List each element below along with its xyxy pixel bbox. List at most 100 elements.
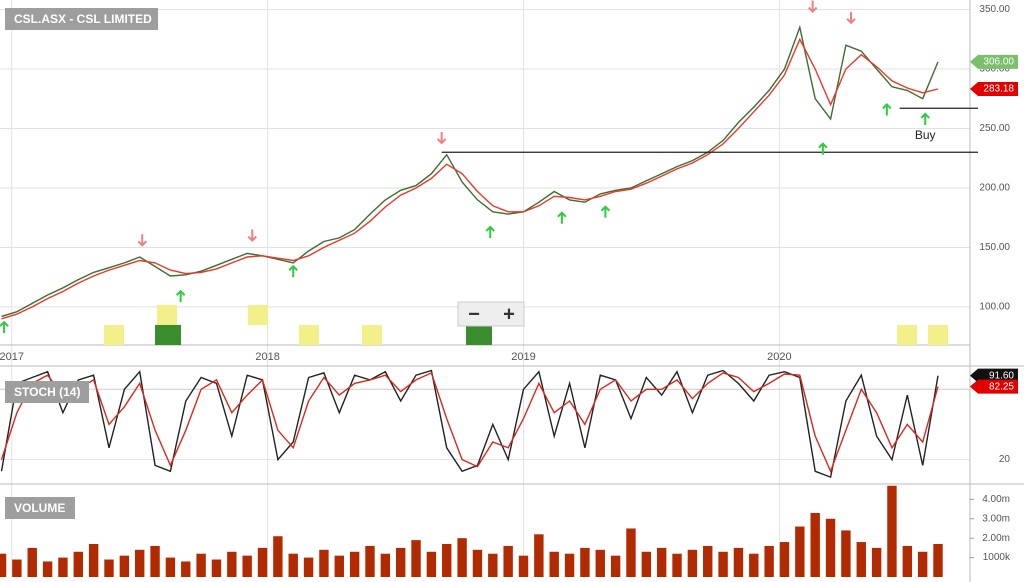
volume-bar: [564, 553, 575, 577]
signal-icon[interactable]: [466, 325, 492, 345]
pencil-icon[interactable]: [299, 325, 319, 345]
buy-arrow: [600, 205, 611, 218]
y-tick-label: 4.00m: [982, 494, 1010, 505]
drawing-tools[interactable]: [104, 305, 948, 345]
volume-bar: [518, 555, 529, 577]
volume-bar: [181, 561, 191, 577]
pencil-icon[interactable]: [248, 305, 268, 325]
volume-bar: [27, 547, 37, 577]
zoom-out-button[interactable]: −: [468, 303, 480, 325]
y-tick-label: 1000k: [983, 552, 1011, 563]
y-tick-label: 350.00: [979, 4, 1010, 15]
volume-bar: [303, 557, 314, 577]
pencil-icon[interactable]: [362, 325, 382, 345]
buy-arrow: [920, 112, 930, 125]
title-box: [5, 381, 89, 403]
series-line: [1, 24, 939, 318]
volume-bar: [749, 553, 759, 577]
buy-arrow: [818, 142, 828, 155]
volume-bar: [841, 530, 851, 577]
volume-bar: [641, 551, 652, 577]
grid-layer: [0, 0, 970, 577]
pencil-icon[interactable]: [157, 305, 177, 325]
buy-arrow: [175, 289, 186, 303]
volume-bar: [380, 553, 391, 577]
volume-bar: [273, 536, 283, 577]
volume-bar: [349, 551, 360, 577]
volume-bar: [12, 559, 22, 577]
volume-bar: [73, 551, 83, 577]
volume-bar: [135, 549, 145, 577]
volume-bar: [871, 547, 882, 577]
volume-bar: [119, 555, 130, 577]
chart-title: CSL.ASX - CSL LIMITED: [14, 12, 152, 26]
sell-arrow: [846, 11, 856, 25]
volume-bar: [411, 540, 421, 577]
series-line: [0, 369, 939, 479]
volume-bar: [595, 549, 605, 577]
volume-bar: [764, 545, 774, 577]
volume-bar: [288, 553, 298, 577]
x-tick-label: 2020: [767, 351, 791, 363]
sell-arrow: [247, 229, 257, 242]
y-tick-label: 20: [999, 454, 1011, 465]
volume-bar: [810, 512, 820, 577]
y-tick-label: 3.00m: [982, 513, 1010, 524]
volume-bar: [534, 534, 544, 577]
zoom-in-button[interactable]: +: [503, 303, 515, 325]
volume-bar: [718, 551, 728, 577]
volume-bar: [257, 547, 268, 577]
price-marker-label: 283.18: [983, 84, 1014, 95]
title-box: [5, 8, 158, 30]
panel-title: VOLUME: [14, 501, 65, 515]
volume-bar: [457, 538, 467, 577]
volume-bar: [442, 544, 452, 577]
volume-bar: [395, 547, 406, 577]
y-tick-label: 100.00: [979, 302, 1010, 313]
buy-arrow: [485, 225, 495, 238]
series-line: [1, 37, 939, 320]
x-tick-label: 2017: [0, 351, 24, 363]
volume-bar: [795, 526, 805, 577]
price-marker-label: 82.25: [989, 381, 1014, 392]
volume-bar: [549, 551, 559, 577]
price-marker: [970, 82, 1018, 97]
panel-title: STOCH (14): [14, 385, 80, 399]
volume-bar: [104, 559, 114, 577]
price-marker: [970, 368, 1018, 383]
volume-bar: [779, 542, 790, 577]
pencil-icon[interactable]: [104, 325, 124, 345]
pencil-icon[interactable]: [897, 325, 917, 345]
x-tick-label: 2018: [255, 351, 279, 363]
signal-icon[interactable]: [155, 325, 181, 345]
volume-bar: [211, 559, 222, 577]
x-tick-label: 2019: [511, 351, 535, 363]
volume-bar: [88, 544, 99, 577]
annotation: Buy: [915, 128, 936, 142]
volume-bar: [687, 549, 698, 577]
volume-bar: [933, 544, 943, 577]
y-tick-label: 300.00: [979, 64, 1010, 75]
volume-bar: [0, 553, 7, 577]
volume-bar: [610, 555, 621, 577]
y-tick-label: 200.00: [979, 183, 1010, 194]
volume-bar: [165, 557, 176, 577]
volume-bar: [196, 553, 206, 577]
volume-bar: [42, 561, 53, 577]
volume-bar: [902, 545, 913, 577]
volume-bar: [472, 549, 483, 577]
volume-bar: [426, 551, 437, 577]
price-marker-label: 306.00: [983, 57, 1014, 68]
title-box: [5, 497, 75, 519]
buy-arrow: [557, 211, 567, 224]
volume-bar: [656, 547, 667, 577]
volume-bar: [365, 545, 375, 577]
volume-bar: [825, 518, 836, 577]
volume-bar: [580, 547, 590, 577]
volume-bar: [672, 553, 682, 577]
price-marker-label: 91.60: [989, 370, 1014, 381]
pencil-icon[interactable]: [928, 325, 948, 345]
volume-bar: [733, 547, 744, 577]
